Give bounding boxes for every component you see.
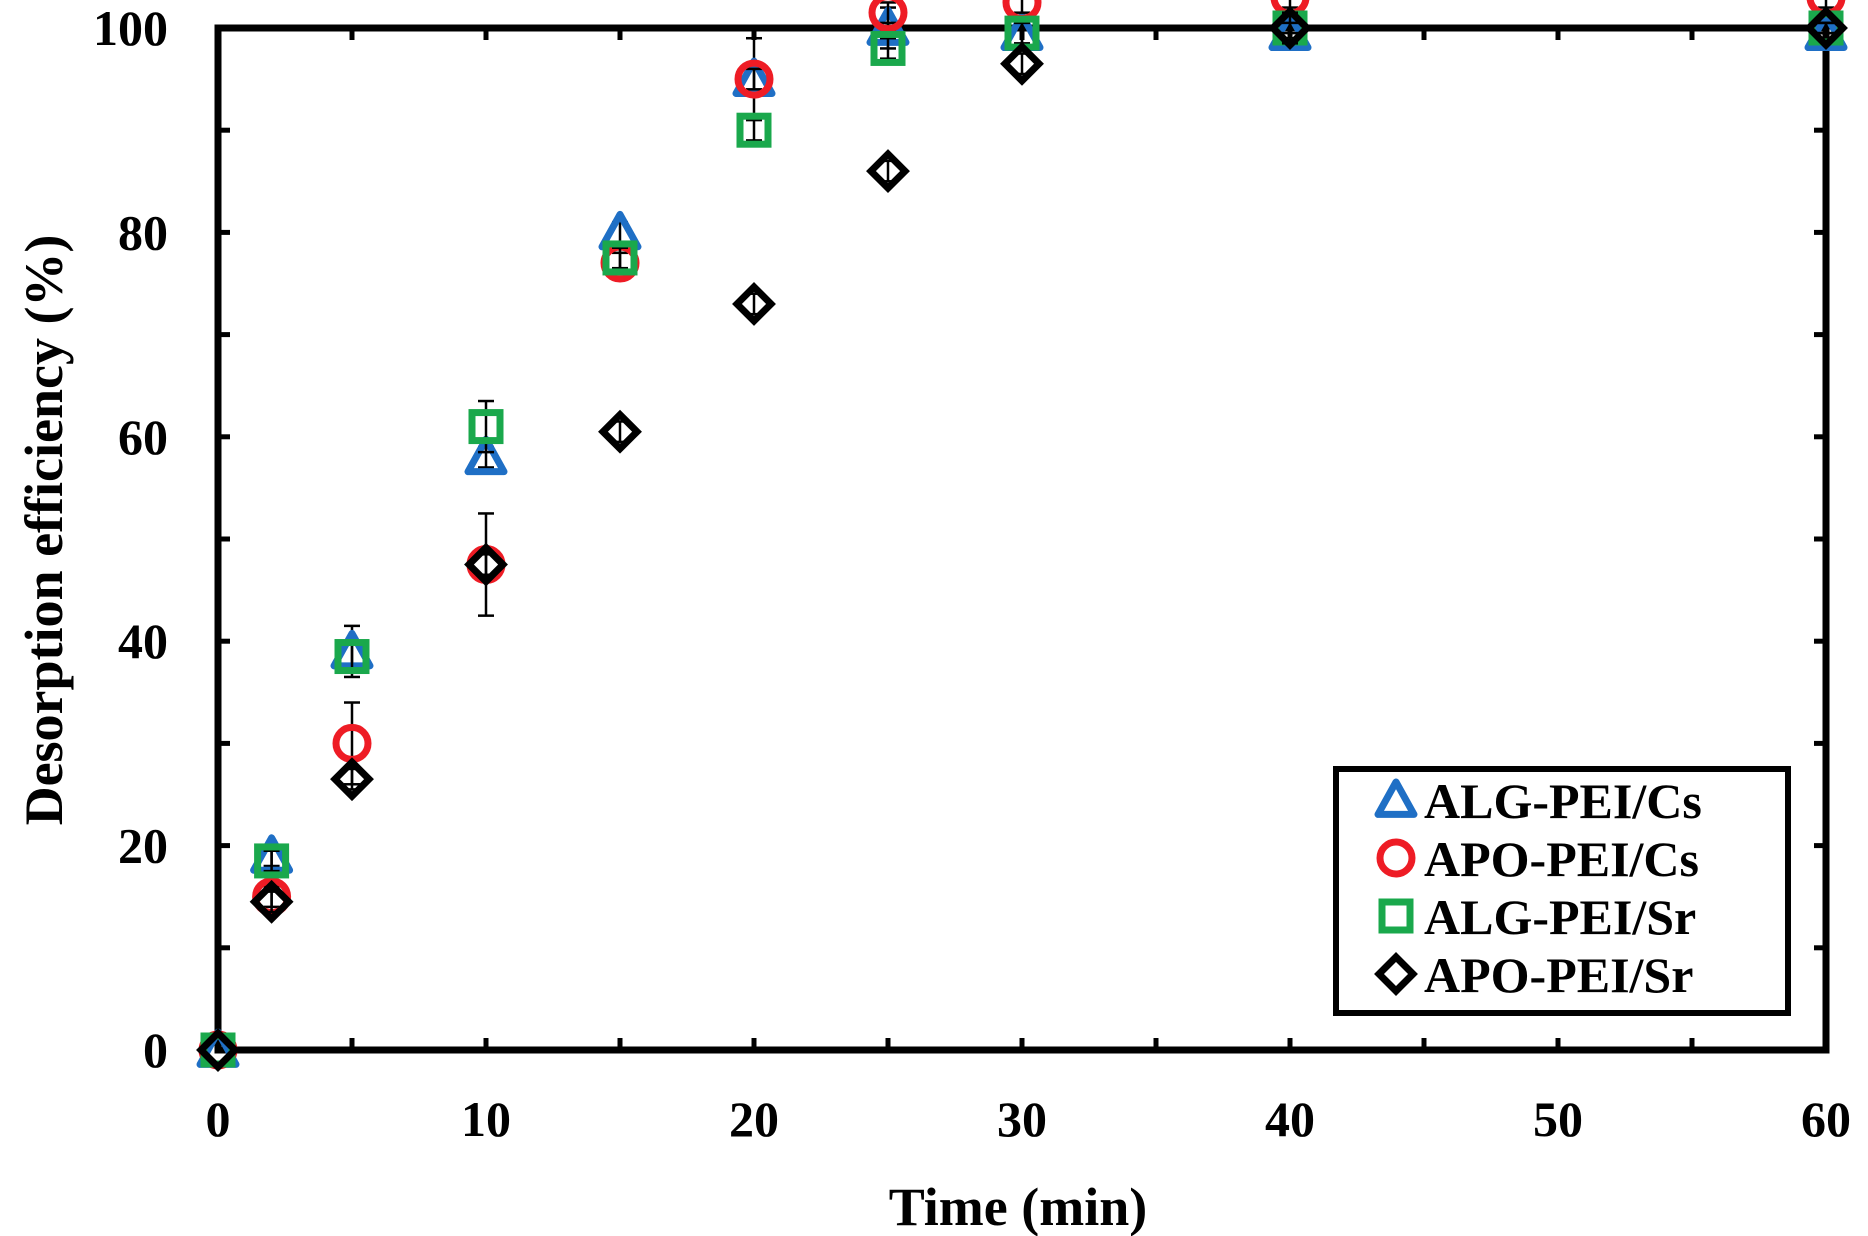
data-point-diamond: [1268, 6, 1312, 50]
data-point-diamond: [330, 757, 374, 802]
legend-entry-apo-pei-cs: APO-PEI/Cs: [1376, 831, 1699, 887]
data-point-triangle: [464, 435, 508, 476]
data-point-diamond: [196, 1028, 240, 1072]
data-point-square: [736, 112, 772, 148]
x-tick-label: 10: [461, 1091, 511, 1147]
y-tick-label: 20: [118, 818, 168, 874]
data-point-square: [870, 30, 906, 66]
x-tick-label: 50: [1533, 1091, 1583, 1147]
data-point-diamond: [464, 542, 508, 587]
x-tick-label: 0: [206, 1091, 231, 1147]
legend-entry-alg-pei-sr: ALG-PEI/Sr: [1378, 889, 1696, 945]
y-tick-label: 40: [118, 613, 168, 669]
legend-triangle-marker: [1374, 778, 1418, 818]
legend-marker-shape: [1374, 952, 1418, 996]
y-tick-label: 80: [118, 204, 168, 260]
legend-label-apo-pei-cs: APO-PEI/Cs: [1424, 831, 1699, 887]
x-tick-label: 20: [729, 1091, 779, 1147]
data-point-diamond: [1804, 6, 1848, 50]
legend-label-alg-pei-sr: ALG-PEI/Sr: [1424, 889, 1696, 945]
legend-label-apo-pei-sr: APO-PEI/Sr: [1424, 947, 1693, 1003]
data-point-square: [254, 843, 290, 879]
data-point-diamond: [598, 409, 642, 454]
legend-entry-alg-pei-cs: ALG-PEI/Cs: [1374, 773, 1702, 829]
legend-label-alg-pei-cs: ALG-PEI/Cs: [1424, 773, 1702, 829]
y-axis-title: Desorption efficiency (%): [14, 235, 74, 826]
y-axis-ticks: 0 20 40 60 80 100: [93, 0, 1826, 1078]
x-axis-ticks: 0 10 20 30 40 50 60: [206, 28, 1851, 1147]
legend-square-marker: [1378, 898, 1414, 934]
x-tick-label: 40: [1265, 1091, 1315, 1147]
data-point-circle: [734, 59, 774, 99]
x-tick-label: 30: [997, 1091, 1047, 1147]
data-point-square: [334, 639, 370, 675]
data-point-diamond: [249, 879, 294, 924]
data-point-circle: [868, 0, 908, 33]
series-apo-pei-sr: [196, 6, 1848, 1072]
x-axis-title: Time (min): [889, 1177, 1147, 1236]
data-point-diamond: [866, 149, 910, 194]
data-point-square: [468, 409, 504, 445]
legend-circle-marker: [1376, 838, 1416, 878]
data-point-square: [602, 240, 638, 276]
data-point-diamond: [732, 281, 776, 326]
y-tick-label: 0: [143, 1022, 168, 1078]
series-layer: [196, 0, 1848, 1072]
legend-diamond-marker: [1374, 952, 1418, 996]
x-tick-label: 60: [1801, 1091, 1851, 1147]
legend-marker-shape: [1378, 898, 1414, 934]
y-tick-label: 60: [118, 409, 168, 465]
legend-marker-shape: [1376, 838, 1416, 878]
y-tick-label: 100: [93, 0, 168, 56]
data-point-diamond: [1000, 41, 1044, 86]
legend-marker-shape: [1374, 778, 1418, 818]
legend-entry-apo-pei-sr: APO-PEI/Sr: [1374, 947, 1693, 1003]
legend: ALG-PEI/Cs APO-PEI/Cs ALG-PEI/Sr APO-PEI…: [1333, 766, 1791, 1016]
